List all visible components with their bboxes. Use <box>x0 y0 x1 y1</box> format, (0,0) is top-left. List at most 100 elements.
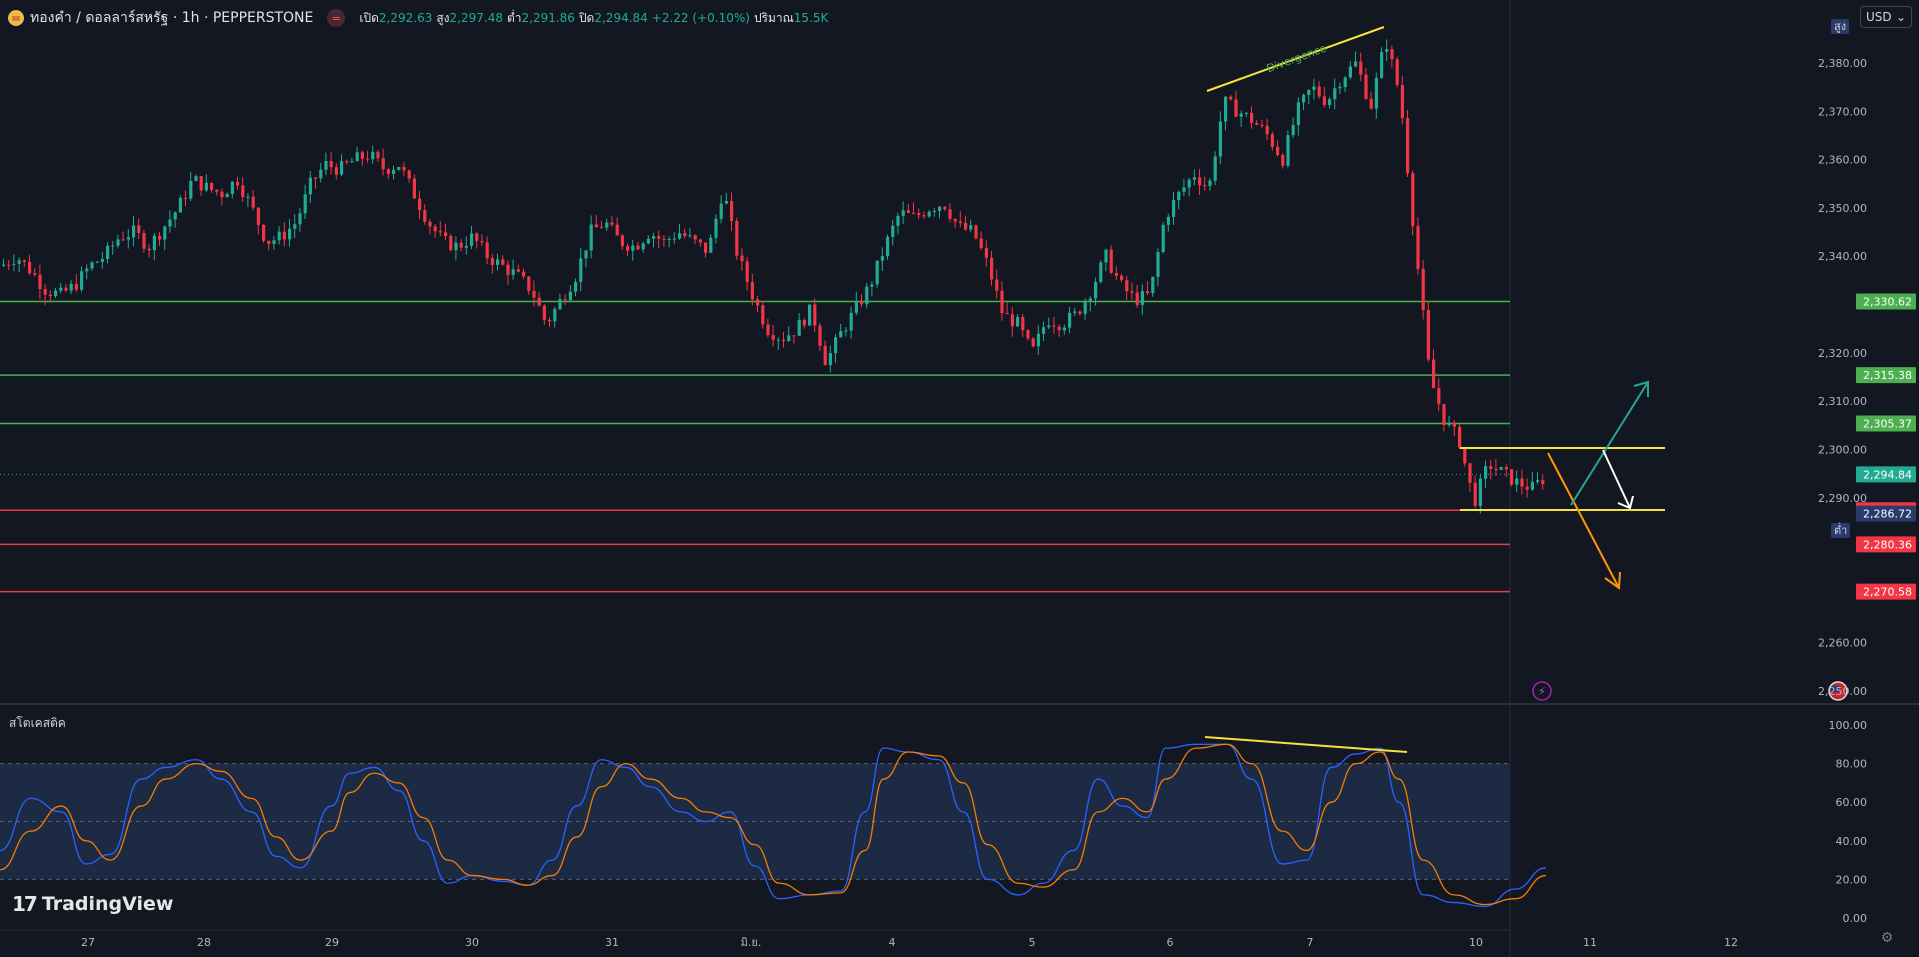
level-tag <box>1856 583 1916 600</box>
volume-value: 15.5K <box>793 11 829 25</box>
candle-body <box>1203 185 1207 187</box>
currency-select[interactable]: USD ⌄ <box>1860 6 1912 28</box>
candle-body <box>314 177 318 179</box>
candle-body <box>397 167 401 170</box>
candle-body <box>210 182 214 190</box>
stoch-tick-label: 80.00 <box>1836 758 1868 771</box>
candle-body <box>381 158 385 170</box>
candle-body <box>1541 480 1545 484</box>
tv-brand-name: TradingView <box>41 893 174 915</box>
candle-body <box>563 299 567 301</box>
candle-body <box>1114 272 1118 276</box>
candle-body <box>121 239 125 241</box>
candle-body <box>241 185 245 198</box>
divergence-trendline[interactable] <box>1206 26 1385 92</box>
candle-body <box>1312 86 1316 90</box>
candle-body <box>345 161 349 163</box>
candle-body <box>1031 338 1035 347</box>
gear-icon[interactable]: ⚙ <box>1880 930 1894 946</box>
candle-body <box>158 235 162 240</box>
bullish-projection-arrow[interactable] <box>1570 381 1649 506</box>
candle-body <box>974 225 978 239</box>
chevron-down-icon: ⌄ <box>1895 10 1906 24</box>
candle-body <box>17 260 21 264</box>
equals-icon[interactable]: = <box>327 9 346 27</box>
candle-body <box>64 287 68 291</box>
lightning-icon[interactable] <box>1532 681 1552 701</box>
candle-body <box>423 210 427 222</box>
candle-body <box>1442 404 1446 426</box>
candle-body <box>236 181 240 186</box>
oscillator-title[interactable]: สโตเคสติค <box>9 716 66 730</box>
candle-body <box>152 235 156 251</box>
candle-body <box>969 225 973 230</box>
volume-label: ปริมาณ <box>753 10 794 25</box>
candle-body <box>194 176 198 181</box>
candle-body <box>1026 330 1030 339</box>
candle-body <box>116 239 120 246</box>
time-label: มิ.ย. <box>741 936 762 949</box>
candle-body <box>1406 117 1410 174</box>
stoch-tick-label: 20.00 <box>1836 873 1868 886</box>
candle-body <box>496 259 500 265</box>
candle-body <box>1380 51 1384 78</box>
candle-body <box>350 161 354 163</box>
candle-body <box>818 325 822 346</box>
candle-body <box>1364 74 1368 99</box>
candle-body <box>392 169 396 174</box>
time-label: 11 <box>1583 936 1597 949</box>
candle-body <box>948 209 952 219</box>
candle-body <box>558 299 562 310</box>
candle-body <box>184 198 188 200</box>
candle-body <box>220 191 224 198</box>
high-tag: สูง <box>1831 19 1850 34</box>
candle-body <box>189 180 193 199</box>
candle-body <box>1094 281 1098 299</box>
candle-body <box>33 273 37 275</box>
candle-body <box>1078 311 1082 314</box>
level-tag-label: 2,270.58 <box>1863 586 1912 599</box>
low-tag: ต่ำ <box>1831 523 1851 538</box>
candle-body <box>1021 316 1025 331</box>
candle-body <box>620 235 624 247</box>
candle-body <box>1432 359 1436 389</box>
candle-body <box>147 248 151 251</box>
candle-body <box>880 256 884 261</box>
candle-body <box>1426 309 1430 360</box>
tradingview-logo[interactable]: 17 TradingView <box>12 892 173 916</box>
candles <box>2 39 1545 514</box>
candle-body <box>1328 99 1332 106</box>
symbol-title[interactable]: ทองคำ / ดอลลาร์สหรัฐ · 1h · PEPPERSTONE <box>30 10 314 26</box>
arrowhead-orange <box>1604 571 1621 590</box>
candle-body <box>376 151 380 159</box>
candle-body <box>490 258 494 265</box>
candle-body <box>1338 87 1342 89</box>
candle-body <box>740 255 744 262</box>
candle-body <box>59 287 63 291</box>
candle-body <box>1390 49 1394 60</box>
candle-body <box>199 176 203 191</box>
candle-body <box>995 279 999 291</box>
candle-body <box>527 276 531 291</box>
candle-body <box>1510 469 1514 485</box>
candle-body <box>1333 88 1337 100</box>
bearish-projection-arrow[interactable] <box>1547 452 1620 589</box>
candle-body <box>360 152 364 159</box>
candle-body <box>1109 249 1113 273</box>
candle-body <box>1161 224 1165 253</box>
candle-body <box>958 221 962 223</box>
candle-body <box>293 224 297 229</box>
price-tick-label: 2,310.00 <box>1818 395 1867 408</box>
candle-body <box>1286 135 1290 166</box>
candle-body <box>896 215 900 226</box>
candle-body <box>1042 327 1046 334</box>
stochastic-divergence-line[interactable] <box>1204 736 1408 753</box>
candle-body <box>1177 191 1181 201</box>
candle-body <box>1244 112 1248 114</box>
candle-body <box>251 196 255 208</box>
candle-body <box>901 210 905 216</box>
candle-body <box>1172 200 1176 217</box>
candle-body <box>1359 61 1363 75</box>
pullback-arrow[interactable] <box>1602 449 1631 509</box>
